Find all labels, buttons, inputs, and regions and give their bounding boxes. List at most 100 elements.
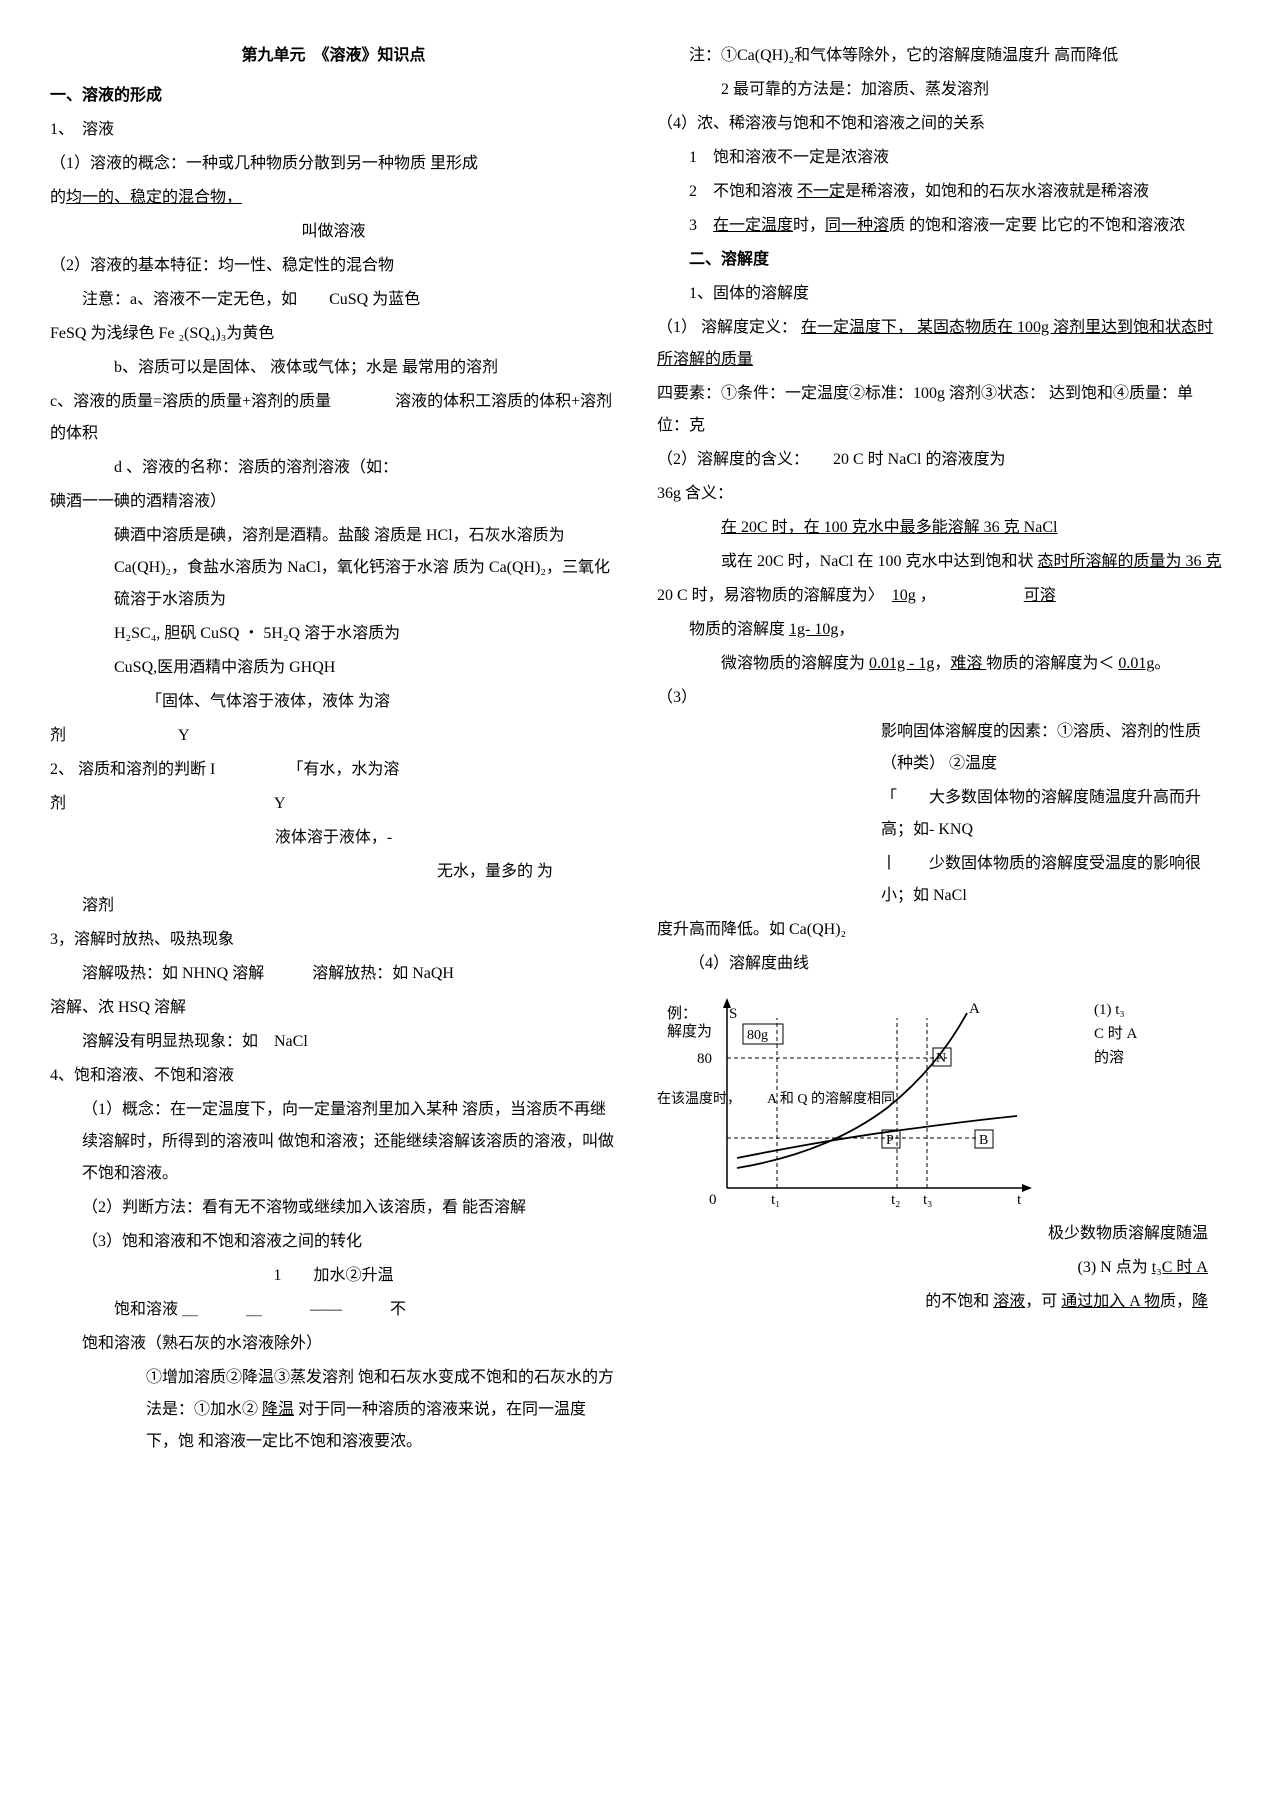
ph2sc4: H₂SC₄, 胆矾 CuSQ ・ 5H₂Q 溶于水溶质为: [50, 618, 617, 650]
p1-1a: （1）溶液的概念：一种或几种物: [50, 155, 282, 172]
p2-3: （3）: [657, 682, 1224, 714]
p2-3b: 「 大多数固体物的溶解度随温度升高而升高；如- KNQ: [657, 782, 1224, 846]
n3c: ，可: [1025, 1293, 1061, 1310]
p4-2: （2）判断方法：看有无不溶物或继续加入该溶质，看 能否溶解: [50, 1192, 617, 1224]
p1-2u: 均一的、稳定的混合物，: [66, 189, 242, 206]
p2-20d: ，: [838, 621, 854, 638]
p4-4-3u2: 同一种溶: [825, 217, 889, 234]
p2-21d: 。: [1154, 655, 1170, 672]
p2-2c: 或在 20C 时，NaCl 在 100 克水中达到饱和状: [721, 553, 1037, 570]
p4-3b: 饱和溶液 ＿ ＿ —— 不: [50, 1294, 617, 1326]
ptree4: 无水，量多的 为: [50, 856, 617, 888]
p2-3a: 影响固体溶解度的因素：①溶质、溶剂的性质（种类） ②温度: [657, 716, 1224, 780]
pa-b: FeSQ 为浅绿色 Fe ₂(SQ₄)₃为黄色: [50, 318, 617, 350]
pb: b、溶质可以是固体、 液体或气体；水是 最常用的溶剂: [50, 352, 617, 384]
section-1-head: 一、溶液的形成: [50, 80, 617, 112]
p2-21c: 物质的溶解度为＜: [986, 655, 1118, 672]
p2-20b: ，: [916, 587, 1024, 604]
svg-text:t₂: t₂: [891, 1192, 900, 1208]
p1-1c: 分散到另一种物: [298, 155, 410, 172]
side2: C 时 A: [1094, 1022, 1234, 1046]
ptree2b: 剂 Y: [50, 788, 617, 820]
svg-text:S: S: [729, 1006, 737, 1022]
svg-text:B: B: [979, 1133, 988, 1148]
note1a: 注：①Ca(QH)₂和气体等除外，它的溶解度随温度升 高而降低: [657, 40, 1224, 72]
svg-text:N: N: [936, 1051, 946, 1066]
p2-21u1: 0.01g - 1g: [869, 655, 934, 672]
svg-text:A: A: [969, 1001, 980, 1017]
p3c: 溶解没有明显热现象：如 NaCl: [50, 1026, 617, 1058]
p4-4-2a: 2 不饱和溶液: [689, 183, 797, 200]
piodine: 碘酒一一碘的酒精溶液）: [50, 486, 617, 518]
p4-3a: 1 加水②升温: [50, 1260, 617, 1292]
bottom-note: 极少数物质溶解度随温: [657, 1218, 1224, 1250]
p4-4-3b: 时，: [793, 217, 825, 234]
pa-a: 注意：a、溶液不一定无色，如 CuSQ 为蓝色: [50, 284, 617, 316]
p2-21u2: 难溶: [950, 655, 986, 672]
p4-4-3a: 3: [689, 217, 713, 234]
n3u3: 通过加入 A 物: [1061, 1293, 1160, 1310]
p2-20a: 20 C 时，易溶物质的溶解度为〉: [657, 587, 892, 604]
n3u: t₃C 时 A: [1152, 1259, 1208, 1276]
p4-3c: 饱和溶液（熟石灰的水溶液除外）: [50, 1328, 617, 1360]
chart-side-notes: (1) t₃ C 时 A 的溶: [1094, 998, 1234, 1070]
n3b: 的不饱和: [925, 1293, 993, 1310]
p4-4-1: 1 饱和溶液不一定是浓溶液: [657, 142, 1224, 174]
side1: (1) t₃: [1094, 998, 1234, 1022]
svg-text:t: t: [1017, 1192, 1022, 1208]
p2-20u2: 可溶: [1024, 587, 1056, 604]
ptree1b: 剂 Y: [50, 720, 617, 752]
p2: （2）溶液的基本特征：均一性、稳定性的混合物: [50, 250, 617, 282]
p2-2: （2）溶解度的含义： 20 C 时 NaCl 的溶液度为: [657, 444, 1224, 476]
p2-20u1: 10g: [892, 587, 916, 604]
solubility-chart: 例：S解度为80g80ANPB在该温度时，A 和 Q 的溶解度相同0t₁t₂t₃…: [657, 988, 1224, 1218]
svg-text:解度为: 解度为: [667, 1023, 712, 1040]
pc: c、溶液的质量=溶质的质量+溶剂的质量 溶液的体积工溶质的体积+溶剂的体积: [50, 386, 617, 450]
p2-3d: 度升高而降低。如 Ca(QH)₂: [657, 914, 1224, 946]
n3: (3) N 点为: [1078, 1259, 1152, 1276]
svg-text:A 和 Q 的溶解度相同: A 和 Q 的溶解度相同: [767, 1091, 895, 1107]
p2-3c: 丨 少数固体物质的溶解度受温度的影响很小；如 NaCl: [657, 848, 1224, 912]
p2-1a: （1） 溶解度定义：: [657, 319, 801, 336]
svg-text:0: 0: [709, 1192, 717, 1208]
p4-1: （1）概念：在一定温度下，向一定量溶剂里加入某种 溶质，当溶质不再继续溶解时，所…: [50, 1094, 617, 1190]
p2-20c: 物质的溶解度: [689, 621, 789, 638]
chart-svg: 例：S解度为80g80ANPB在该温度时，A 和 Q 的溶解度相同0t₁t₂t₃…: [657, 988, 1037, 1218]
page-title: 第九单元 《溶液》知识点: [50, 40, 617, 72]
p2-20u3: 1g- 10g: [789, 621, 838, 638]
ptree5: 溶剂: [50, 890, 617, 922]
svg-text:例：: 例：: [667, 1005, 697, 1022]
p1-1b: 质: [282, 155, 298, 172]
p3a: 溶解吸热：如 NHNQ 溶解 溶解放热：如 NaQH: [50, 958, 617, 990]
p1-3: 叫做溶液: [50, 216, 617, 248]
p2-2b: 36g 含义：: [657, 478, 1224, 510]
p4-3: （3）饱和溶液和不饱和溶液之间的转化: [50, 1226, 617, 1258]
h2-1: 1、固体的溶解度: [657, 278, 1224, 310]
pioddesc: 碘酒中溶质是碘，溶剂是酒精。盐酸 溶质是 HCl，石灰水溶质为 Ca(QH)₂，…: [50, 520, 617, 616]
svg-text:80: 80: [697, 1051, 712, 1067]
n3d: 质，: [1160, 1293, 1192, 1310]
svg-text:P: P: [886, 1133, 894, 1148]
p2-2u: 在 20C 时，在 100 克水中最多能溶解 36 克 NaCl: [657, 512, 1224, 544]
p2-1b: 四要素：①条件：一定温度②标准：100g 溶剂③状态： 达到饱和④质量：单位：克: [657, 378, 1224, 442]
p1-2a: 的: [50, 189, 66, 206]
p4-4-3c: 质 的饱和溶液一定要 比它的不饱和溶液浓: [889, 217, 1185, 234]
side3: 的溶: [1094, 1046, 1234, 1070]
p2-21u3: 0.01g: [1118, 655, 1154, 672]
ptree3: 液体溶于液体，-: [50, 822, 617, 854]
svg-text:t₃: t₃: [923, 1192, 932, 1208]
svg-text:t₁: t₁: [771, 1192, 780, 1208]
p4: 4、饱和溶液、不饱和溶液: [50, 1060, 617, 1092]
pd: d 、溶液的名称：溶质的溶剂溶液（如：: [50, 452, 617, 484]
n3u4: 降: [1192, 1293, 1208, 1310]
p2-21b: ，: [934, 655, 950, 672]
p2-21a: 微溶物质的溶解度为: [721, 655, 869, 672]
n3u2: 溶液: [993, 1293, 1025, 1310]
h2: 二、溶解度: [657, 244, 1224, 276]
p2-4: （4）溶解度曲线: [657, 948, 1224, 980]
p4-3d-u: 降温: [262, 1401, 294, 1418]
p1-1d: 质 里形成: [410, 155, 478, 172]
p4-4: （4）浓、稀溶液与饱和不饱和溶液之间的关系: [657, 108, 1224, 140]
ptree1: 「固体、气体溶于液体，液体 为溶: [50, 686, 617, 718]
svg-text:80g: 80g: [747, 1028, 768, 1043]
